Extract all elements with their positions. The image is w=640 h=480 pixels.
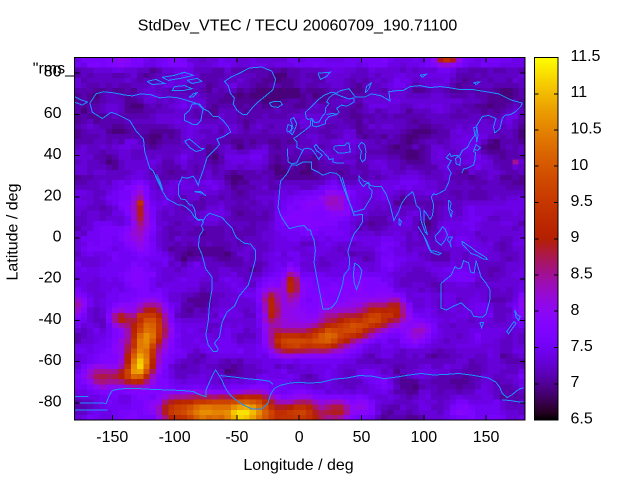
svg-text:-20: -20 — [38, 270, 61, 287]
svg-text:60: 60 — [44, 105, 62, 122]
svg-text:-60: -60 — [38, 352, 61, 369]
svg-text:80: 80 — [44, 64, 62, 81]
svg-text:11: 11 — [571, 84, 588, 101]
svg-text:6.5: 6.5 — [571, 411, 593, 428]
svg-text:8: 8 — [571, 302, 580, 319]
svg-text:150: 150 — [473, 429, 500, 446]
svg-text:-150: -150 — [96, 429, 128, 446]
svg-text:8.5: 8.5 — [571, 266, 593, 283]
svg-text:-40: -40 — [38, 311, 61, 328]
svg-text:20: 20 — [44, 187, 62, 204]
svg-text:-100: -100 — [159, 429, 191, 446]
svg-text:Latitude / deg: Latitude / deg — [5, 184, 22, 281]
svg-text:Longitude / deg: Longitude / deg — [243, 457, 353, 474]
svg-text:10: 10 — [571, 157, 589, 174]
svg-text:10.5: 10.5 — [571, 121, 602, 138]
svg-text:"rms_: "rms_ — [33, 61, 75, 78]
svg-text:0: 0 — [53, 229, 62, 246]
svg-text:-50: -50 — [225, 429, 248, 446]
svg-text:StdDev_VTEC / TECU 20060709_19: StdDev_VTEC / TECU 20060709_190.71100 — [138, 18, 458, 35]
svg-text:9: 9 — [571, 229, 580, 246]
svg-text:7: 7 — [571, 374, 580, 391]
svg-text:11.5: 11.5 — [571, 48, 601, 65]
svg-text:-80: -80 — [38, 393, 61, 410]
svg-text:100: 100 — [410, 429, 437, 446]
svg-text:50: 50 — [353, 429, 371, 446]
svg-text:0: 0 — [295, 429, 304, 446]
svg-text:7.5: 7.5 — [571, 338, 593, 355]
svg-text:9.5: 9.5 — [571, 193, 593, 210]
svg-text:40: 40 — [44, 146, 62, 163]
